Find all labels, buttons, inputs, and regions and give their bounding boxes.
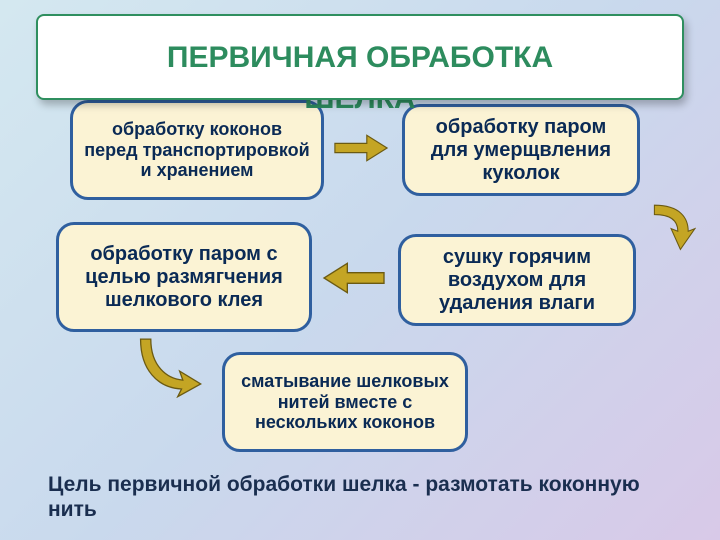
title-box: ПЕРВИЧНАЯ ОБРАБОТКА <box>36 14 684 100</box>
node-label: обработку коконов перед транспортировкой… <box>83 119 311 181</box>
node-label: обработку паром с целью размягчения шелк… <box>69 243 299 312</box>
node-reeling: сматывание шелковых нитей вместе с неско… <box>222 352 468 452</box>
node-label: обработку паром для умерщвления куколок <box>415 116 627 185</box>
arrow-left-icon <box>320 258 388 298</box>
title-line1: ПЕРВИЧНАЯ ОБРАБОТКА <box>167 41 553 74</box>
node-steam-kill: обработку паром для умерщвления куколок <box>402 104 640 196</box>
arrow-right-icon <box>332 128 390 168</box>
footer-goal-text: Цель первичной обработки шелка - размота… <box>48 472 660 522</box>
node-label: сматывание шелковых нитей вместе с неско… <box>235 371 455 433</box>
node-label: сушку горячим воздухом для удаления влаг… <box>411 246 623 315</box>
arrow-curve-down-ccw-icon <box>130 334 210 398</box>
node-hot-air-dry: сушку горячим воздухом для удаления влаг… <box>398 234 636 326</box>
arrow-curve-down-cw-icon <box>644 198 696 254</box>
node-steam-soften: обработку паром с целью размягчения шелк… <box>56 222 312 332</box>
